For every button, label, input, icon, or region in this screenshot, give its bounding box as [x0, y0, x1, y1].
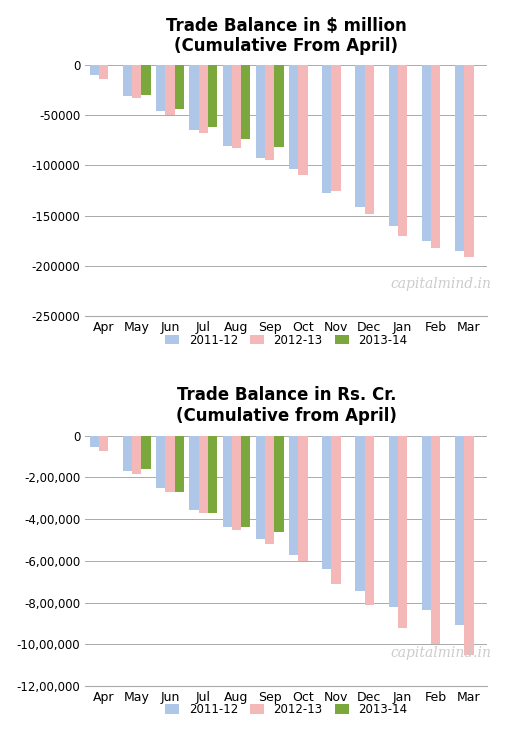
Bar — [298, 435, 307, 561]
Bar — [421, 435, 430, 610]
Bar — [123, 65, 132, 96]
Bar — [232, 435, 241, 530]
Bar — [397, 435, 407, 627]
Bar — [265, 65, 274, 160]
Bar — [255, 65, 265, 159]
Bar — [430, 435, 440, 644]
Bar — [322, 435, 331, 569]
Bar — [331, 435, 340, 584]
Bar — [274, 65, 283, 148]
Bar — [289, 435, 298, 554]
Bar — [189, 435, 198, 510]
Bar — [322, 65, 331, 193]
Legend: 2011-12, 2012-13, 2013-14: 2011-12, 2012-13, 2013-14 — [160, 329, 411, 351]
Bar — [90, 65, 99, 75]
Bar — [174, 435, 184, 492]
Bar — [255, 435, 265, 539]
Bar — [265, 435, 274, 544]
Bar — [464, 65, 473, 257]
Bar — [90, 435, 99, 447]
Bar — [298, 65, 307, 176]
Bar — [198, 65, 208, 133]
Bar — [174, 65, 184, 109]
Bar — [430, 65, 440, 248]
Bar — [132, 435, 141, 475]
Bar — [99, 65, 108, 79]
Bar — [208, 65, 217, 127]
Bar — [397, 65, 407, 235]
Bar — [355, 435, 364, 591]
Title: Trade Balance in Rs. Cr.
(Cumulative from April): Trade Balance in Rs. Cr. (Cumulative fro… — [176, 387, 396, 425]
Bar — [208, 435, 217, 513]
Bar — [388, 435, 397, 607]
Bar — [198, 435, 208, 513]
Bar — [123, 435, 132, 471]
Bar — [331, 65, 340, 190]
Bar — [364, 435, 373, 604]
Title: Trade Balance in $ million
(Cumulative From April): Trade Balance in $ million (Cumulative F… — [165, 17, 406, 55]
Bar — [364, 65, 373, 213]
Bar — [156, 65, 165, 111]
Bar — [388, 65, 397, 226]
Bar — [241, 65, 250, 139]
Bar — [355, 65, 364, 207]
Bar — [464, 435, 473, 655]
Bar — [454, 65, 464, 251]
Bar — [274, 435, 283, 531]
Bar — [165, 435, 174, 492]
Bar — [189, 65, 198, 130]
Bar — [232, 65, 241, 148]
Bar — [132, 65, 141, 98]
Text: capitalmind.in: capitalmind.in — [390, 646, 491, 661]
Bar — [241, 435, 250, 528]
Bar — [165, 65, 174, 115]
Bar — [421, 65, 430, 241]
Bar — [141, 435, 151, 469]
Legend: 2011-12, 2012-13, 2013-14: 2011-12, 2012-13, 2013-14 — [160, 699, 411, 721]
Bar — [141, 65, 151, 95]
Bar — [222, 435, 232, 528]
Bar — [289, 65, 298, 170]
Bar — [99, 435, 108, 452]
Bar — [222, 65, 232, 146]
Bar — [454, 435, 464, 625]
Bar — [156, 435, 165, 489]
Text: capitalmind.in: capitalmind.in — [390, 277, 491, 291]
